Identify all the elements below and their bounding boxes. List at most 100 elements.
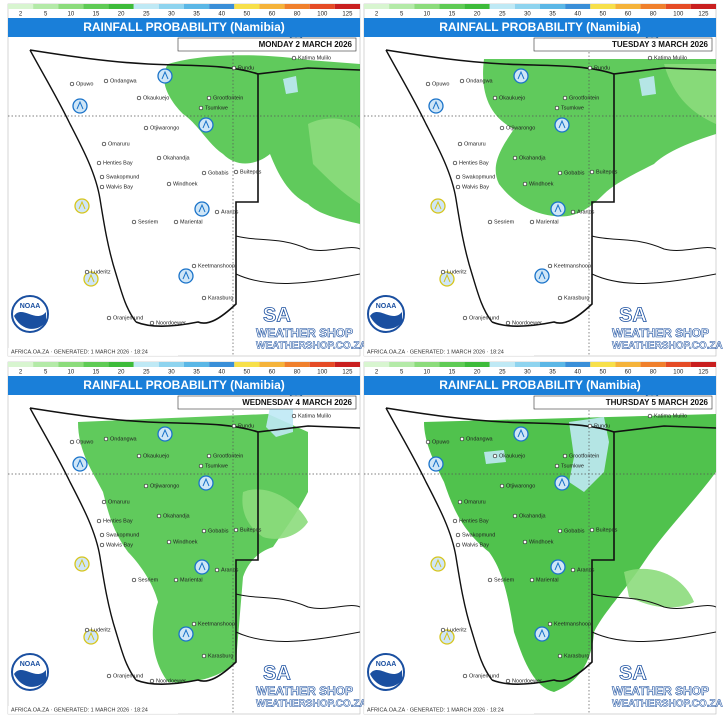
town-dot bbox=[547, 621, 553, 627]
town-label: Henties Bay bbox=[103, 518, 133, 524]
town-label: Walvis Bay bbox=[462, 542, 489, 548]
wind-arrow bbox=[76, 458, 84, 468]
scale-label: 25 bbox=[143, 12, 150, 18]
scale-label: 100 bbox=[317, 12, 328, 18]
town-dot bbox=[587, 65, 593, 71]
town-label: Luderitz bbox=[91, 269, 111, 275]
scale-label: 2 bbox=[19, 370, 23, 376]
scale-swatch bbox=[489, 362, 515, 367]
town-label: Sesriem bbox=[494, 219, 515, 225]
town-dot bbox=[547, 263, 553, 269]
scale-label: 20 bbox=[118, 370, 125, 376]
wind-arrow bbox=[78, 200, 86, 210]
town-dot bbox=[529, 577, 535, 583]
town-label: Gobabis bbox=[208, 170, 229, 176]
brand-shop: WEATHER SHOP bbox=[256, 684, 353, 698]
town-label: Buitepos bbox=[596, 169, 618, 175]
wind-icon bbox=[178, 268, 194, 284]
town-dot bbox=[149, 678, 155, 684]
wind-icon bbox=[428, 98, 444, 114]
scale-label: 40 bbox=[218, 12, 225, 18]
town-label: Swakopmund bbox=[106, 174, 139, 180]
town-label: Otjiwarongo bbox=[150, 125, 179, 131]
town-dot bbox=[512, 513, 518, 519]
scale-label: 30 bbox=[168, 370, 175, 376]
wind-arrow bbox=[198, 203, 206, 213]
town-dot bbox=[198, 105, 204, 111]
scale-label: 50 bbox=[600, 370, 607, 376]
scale-label: 80 bbox=[650, 12, 657, 18]
town-dot bbox=[233, 169, 239, 175]
town-label: Grootfontein bbox=[213, 453, 243, 459]
wind-arrow bbox=[434, 200, 442, 210]
town-label: Tsumkwe bbox=[205, 463, 228, 469]
footer-bg bbox=[8, 348, 178, 356]
border bbox=[29, 49, 360, 327]
town-label: Henties Bay bbox=[103, 160, 133, 166]
scale-label: 80 bbox=[294, 370, 301, 376]
wind-icon bbox=[72, 98, 88, 114]
scale-swatch bbox=[464, 4, 490, 9]
scale-swatch bbox=[389, 362, 415, 367]
town-label: Buitepos bbox=[240, 527, 262, 533]
town-dot bbox=[499, 483, 505, 489]
scale-swatch bbox=[58, 362, 84, 367]
town-label: Mariental bbox=[180, 577, 203, 583]
town-label: Ondangwa bbox=[110, 436, 138, 442]
wind-arrow bbox=[182, 270, 190, 280]
wind-arrow bbox=[87, 631, 95, 641]
rain-area bbox=[308, 118, 360, 204]
wind-arrow bbox=[76, 100, 84, 110]
wind-icon bbox=[428, 456, 444, 472]
brand-sa: SA bbox=[263, 662, 291, 684]
wind-icon bbox=[439, 271, 455, 287]
scale-swatch bbox=[514, 362, 540, 367]
coastline bbox=[385, 407, 493, 681]
town-dot bbox=[99, 532, 105, 538]
scale-label: 35 bbox=[193, 370, 200, 376]
town-dot bbox=[233, 527, 239, 533]
scale-swatch bbox=[565, 362, 591, 367]
scale-swatch bbox=[439, 362, 465, 367]
wind-arrow bbox=[78, 558, 86, 568]
town-label: Okaukuejo bbox=[499, 453, 525, 459]
scale-label: 30 bbox=[168, 12, 175, 18]
town-dot bbox=[69, 439, 75, 445]
wind-icon bbox=[83, 271, 99, 287]
town-dot bbox=[587, 423, 593, 429]
noaa-wave bbox=[14, 312, 46, 329]
town-dot bbox=[156, 155, 162, 161]
wind-arrow bbox=[558, 477, 566, 487]
town-dot bbox=[198, 463, 204, 469]
town-dot bbox=[522, 539, 528, 545]
noaa-text: NOAA bbox=[20, 661, 41, 668]
town-label: Walvis Bay bbox=[462, 184, 489, 190]
scale-label: 20 bbox=[118, 12, 125, 18]
town-dot bbox=[455, 174, 461, 180]
town-label: Omaruru bbox=[108, 141, 130, 147]
date-box bbox=[177, 395, 357, 410]
wind-icon bbox=[72, 456, 88, 472]
scale-swatch bbox=[284, 4, 310, 9]
map-panel: Opuwo Ondangwa Rundu Katima Mulilo Okaukuejo… bbox=[363, 3, 723, 357]
wind-icon bbox=[534, 268, 550, 284]
scale-label: 5 bbox=[400, 12, 404, 18]
scale-label: 100 bbox=[317, 370, 328, 376]
town-dot bbox=[201, 653, 207, 659]
wind-arrow bbox=[517, 428, 525, 438]
scale-label: 15 bbox=[449, 370, 456, 376]
town-label: Omaruru bbox=[108, 499, 130, 505]
town-label: Tsumkwe bbox=[561, 463, 584, 469]
rain-area bbox=[569, 417, 609, 492]
scale-label: 5 bbox=[44, 370, 48, 376]
town-label: Katima Mulilo bbox=[298, 413, 331, 419]
scale-label: 50 bbox=[600, 12, 607, 18]
town-dot bbox=[570, 567, 576, 573]
scale-swatch bbox=[8, 4, 34, 9]
town-dot bbox=[452, 160, 458, 166]
rain-area bbox=[424, 414, 716, 692]
scale-label: 10 bbox=[424, 370, 431, 376]
town-label: Opuwo bbox=[432, 439, 449, 445]
scale-swatch bbox=[108, 4, 134, 9]
town-dot bbox=[291, 55, 297, 61]
